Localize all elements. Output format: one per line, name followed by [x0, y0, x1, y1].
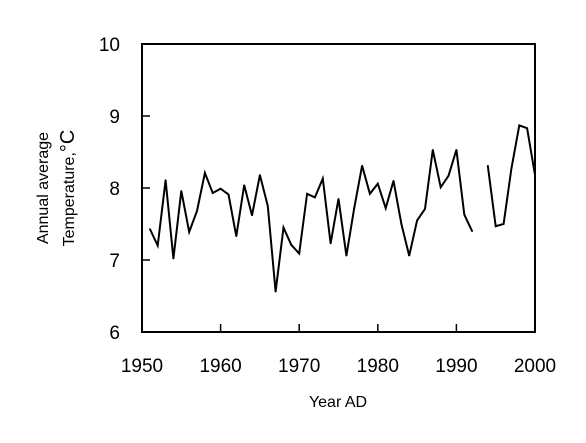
data-point	[526, 127, 528, 130]
data-point	[251, 214, 253, 217]
data-point	[235, 235, 238, 238]
data-point	[243, 184, 245, 186]
y-axis-title-line2-text: Temperature,	[61, 152, 78, 246]
data-point	[188, 231, 190, 233]
data-point	[455, 149, 458, 151]
data-point	[439, 186, 442, 189]
data-point	[463, 213, 466, 216]
data-point	[211, 192, 214, 194]
data-point	[219, 187, 222, 190]
data-point	[534, 174, 536, 176]
data-point	[204, 172, 206, 174]
y-tick-label: 9	[109, 107, 120, 128]
data-point	[494, 225, 497, 227]
data-point	[361, 164, 363, 167]
data-point	[384, 207, 387, 209]
y-axis-title-line1: Annual average	[35, 132, 52, 244]
data-point	[266, 205, 269, 207]
data-point	[180, 190, 183, 192]
y-tick-label: 6	[109, 323, 120, 344]
data-point	[416, 219, 418, 222]
data-point	[487, 164, 489, 167]
data-point	[259, 174, 261, 176]
x-tick-label: 1990	[435, 356, 477, 377]
data-point	[502, 223, 505, 225]
y-tick-label: 8	[109, 179, 120, 200]
x-axis-title: Year AD	[309, 394, 367, 411]
data-point	[282, 226, 285, 229]
series-lines	[148, 124, 536, 293]
series-line-segment	[486, 124, 536, 228]
data-point	[306, 192, 308, 195]
data-point	[369, 192, 371, 195]
data-point	[149, 228, 151, 230]
x-axis-ticks: 1950 1960 1970 1980 1990 2000	[121, 324, 556, 377]
x-tick-label: 2000	[514, 356, 556, 377]
y-tick-label: 10	[99, 35, 120, 56]
data-point	[321, 177, 324, 180]
data-point	[345, 254, 348, 257]
x-tick-label: 1970	[278, 356, 320, 377]
y-axis-unit: °C	[57, 130, 79, 152]
data-point	[518, 124, 521, 127]
data-point	[164, 179, 167, 181]
y-axis-title-line2: Temperature,°C	[57, 130, 79, 247]
y-tick-label: 7	[109, 251, 120, 272]
data-point	[408, 254, 411, 257]
data-point	[400, 223, 403, 225]
x-tick-label: 1980	[357, 356, 399, 377]
data-point	[298, 252, 301, 255]
data-point	[471, 230, 473, 232]
data-point	[432, 149, 434, 151]
data-point	[329, 242, 332, 245]
data-point	[424, 208, 426, 210]
series-line-segment	[148, 149, 474, 292]
x-tick-label: 1950	[121, 356, 163, 377]
y-axis-title: Annual average Temperature,°C	[35, 130, 79, 247]
data-point	[377, 182, 379, 185]
data-point	[314, 196, 316, 199]
data-point	[353, 207, 356, 209]
data-point	[196, 210, 198, 212]
data-point	[274, 290, 277, 293]
data-point	[337, 198, 340, 200]
data-point	[510, 167, 513, 170]
data-point	[290, 244, 293, 246]
data-point	[172, 257, 175, 260]
data-point	[447, 174, 450, 177]
data-point	[156, 244, 159, 247]
data-point	[227, 193, 230, 196]
y-axis-ticks: 6 7 8 9 10	[99, 35, 150, 344]
data-point	[392, 180, 395, 182]
x-tick-label: 1960	[199, 356, 241, 377]
